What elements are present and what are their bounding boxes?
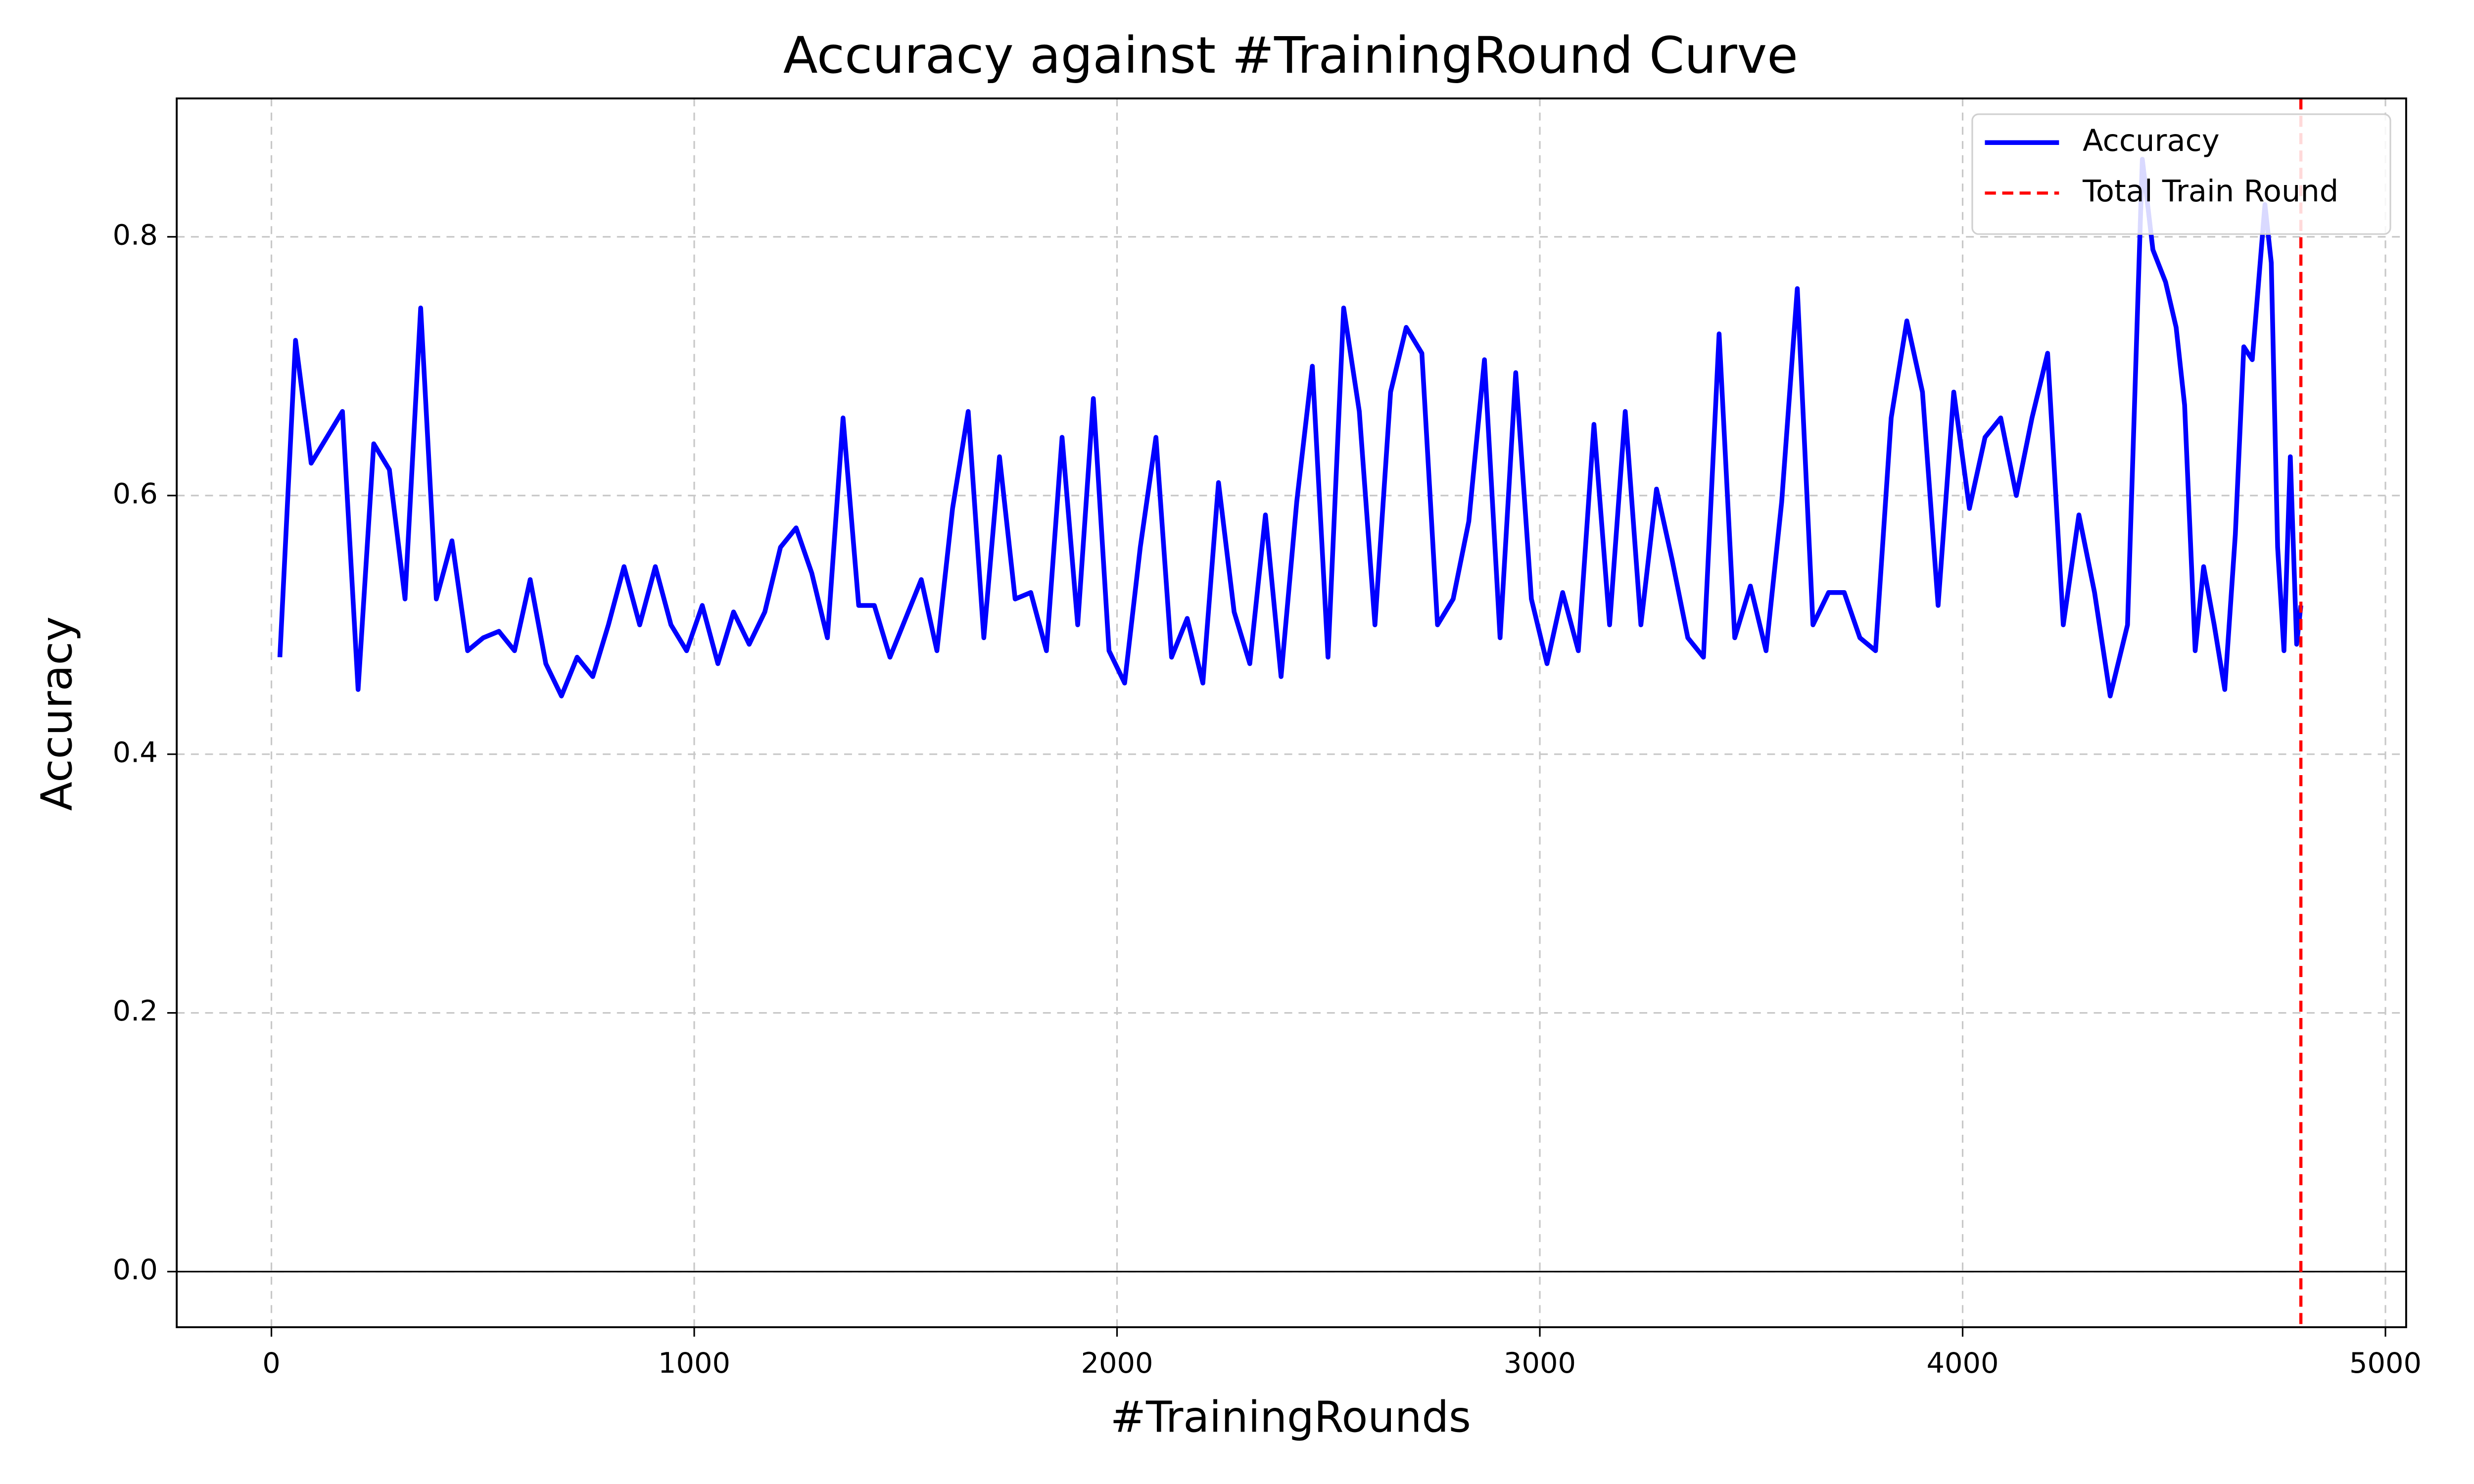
legend-label: Accuracy — [2083, 124, 2220, 158]
line — [277, 157, 2303, 698]
chart-title: Accuracy against #TrainingRound Curve — [783, 26, 1798, 85]
x-tick-label: 5000 — [2349, 1346, 2422, 1380]
legend-box — [1971, 113, 2391, 235]
y-tick-label: 0.0 — [113, 1253, 158, 1286]
x-tick-label: 2000 — [1081, 1346, 1153, 1380]
x-tick-label: 3000 — [1504, 1346, 1576, 1380]
y-tick-label: 0.6 — [113, 477, 158, 510]
x-tick-label: 0 — [262, 1346, 281, 1380]
plot-frame — [176, 97, 2407, 1328]
y-tick-label: 0.4 — [113, 736, 158, 769]
y-tick-label: 0.8 — [113, 218, 158, 251]
x-tick-label: 4000 — [1927, 1346, 1999, 1380]
y-axis-label: Accuracy — [33, 616, 82, 811]
legend-label: Total Train Round — [2082, 174, 2338, 209]
x-axis-label: #TrainingRounds — [1110, 1393, 1471, 1442]
y-tick-label: 0.2 — [113, 994, 158, 1027]
x-tick-label: 1000 — [658, 1346, 730, 1380]
